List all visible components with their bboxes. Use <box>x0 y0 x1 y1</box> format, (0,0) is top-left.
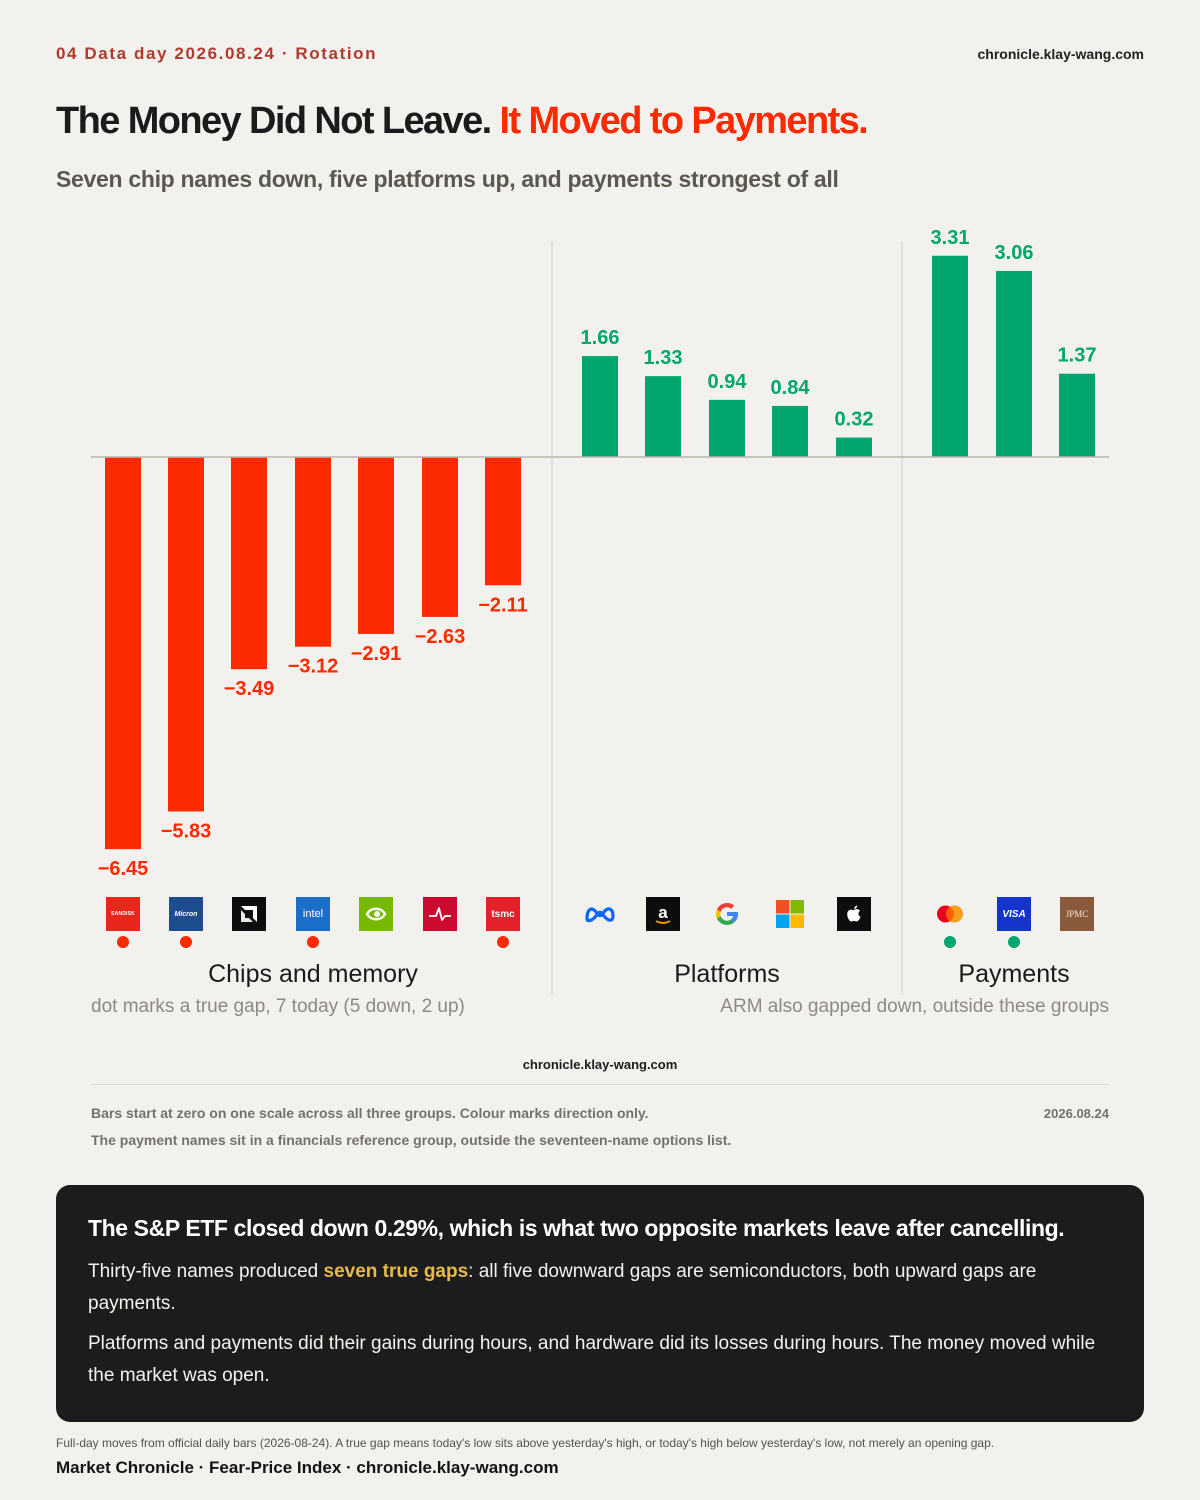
page-title: The Money Did Not Leave. It Moved to Pay… <box>56 100 869 143</box>
value-label-jpmc: 1.37 <box>1058 345 1097 367</box>
gap-dot-mastercard <box>944 936 956 948</box>
bar-micron <box>168 457 204 812</box>
bar-intel <box>295 457 331 647</box>
footnote-scale: Bars start at zero on one scale across a… <box>91 1105 649 1121</box>
bar-apple <box>836 437 872 457</box>
value-label-visa: 3.06 <box>995 242 1034 264</box>
visa-logo: VISA <box>997 897 1031 931</box>
value-label-apple: 0.32 <box>835 409 874 431</box>
bar-amd <box>231 457 267 670</box>
sandisk-logo: SANDISK <box>106 897 140 931</box>
apple-logo <box>837 897 871 931</box>
footnote-payments: The payment names sit in a financials re… <box>91 1132 732 1148</box>
intel-logo: intel <box>296 897 330 931</box>
gap-dot-visa <box>1008 936 1020 948</box>
value-label-nvidia: −2.91 <box>351 643 402 665</box>
callout-p1-end: : all five downward gaps are semiconduct… <box>88 1261 1037 1314</box>
google-logo <box>710 897 744 931</box>
gap-dot-micron <box>180 936 192 948</box>
footnote-date: 2026.08.24 <box>1043 1106 1109 1121</box>
value-label-amazon: 1.33 <box>644 347 683 369</box>
amazon-logo: a <box>646 897 680 931</box>
bar-broadcom <box>422 457 458 617</box>
value-label-amd: −3.49 <box>224 678 275 700</box>
title-part-1: The Money Did Not Leave. <box>56 100 492 142</box>
bar-mastercard <box>932 255 968 457</box>
callout-highlight: seven true gaps <box>323 1261 469 1282</box>
value-label-intel: −3.12 <box>288 656 339 678</box>
value-label-broadcom: −2.63 <box>415 626 466 648</box>
brand-footer: Market Chronicle · Fear-Price Index · ch… <box>56 1458 559 1477</box>
source-note: Full-day moves from official daily bars … <box>56 1436 995 1450</box>
title-part-2: It Moved to Payments. <box>499 100 869 142</box>
site-link-middle[interactable]: chronicle.klay-wang.com <box>522 1057 678 1072</box>
value-label-tsmc: −2.11 <box>478 594 528 616</box>
micron-logo: Micron <box>169 897 203 931</box>
bar-tsmc <box>485 457 521 586</box>
bar-amazon <box>645 376 681 457</box>
summary-callout: The S&P ETF closed down 0.29%, which is … <box>56 1185 1144 1422</box>
broadcom-logo <box>423 897 457 931</box>
bar-meta <box>582 356 618 457</box>
kicker: 04 Data day 2026.08.24 · Rotation <box>56 44 378 63</box>
divider <box>91 1084 1109 1085</box>
jpmc-logo: JPMC <box>1060 897 1094 931</box>
gap-note: dot marks a true gap, 7 today (5 down, 2… <box>91 996 465 1017</box>
callout-paragraph-1: Thirty-five names produced seven true ga… <box>88 1256 1112 1320</box>
subtitle: Seven chip names down, five platforms up… <box>56 166 839 192</box>
gap-dot-tsmc <box>497 936 509 948</box>
group-label-chips: Chips and memory <box>208 960 418 988</box>
site-link-top[interactable]: chronicle.klay-wang.com <box>977 46 1145 62</box>
bar-nvidia <box>358 457 394 634</box>
callout-paragraph-2: Platforms and payments did their gains d… <box>88 1333 1096 1386</box>
value-label-microsoft: 0.84 <box>771 377 811 399</box>
top-bar: 04 Data day 2026.08.24 · Rotation chroni… <box>56 44 1144 66</box>
bar-visa <box>996 270 1032 457</box>
value-label-mastercard: 3.31 <box>931 227 970 249</box>
mastercard-logo <box>933 897 967 931</box>
group-label-payments: Payments <box>958 960 1070 988</box>
bar-sandisk <box>105 457 141 850</box>
bar-jpmc <box>1059 373 1095 457</box>
value-label-meta: 1.66 <box>581 327 620 349</box>
bar-microsoft <box>772 405 808 457</box>
callout-headline: The S&P ETF closed down 0.29%, which is … <box>88 1215 1065 1241</box>
arm-note: ARM also gapped down, outside these grou… <box>720 996 1109 1017</box>
value-label-micron: −5.83 <box>161 820 212 842</box>
meta-logo <box>583 897 617 931</box>
value-label-sandisk: −6.45 <box>98 858 149 880</box>
nvidia-logo <box>359 897 393 931</box>
amd-logo <box>232 897 266 931</box>
bar-google <box>709 399 745 457</box>
microsoft-logo <box>773 897 807 931</box>
tsmc-logo: tsmc <box>486 897 520 931</box>
svg-text:a: a <box>658 903 668 922</box>
group-label-platforms: Platforms <box>674 960 780 988</box>
gap-dot-intel <box>307 936 319 948</box>
callout-p1-start: Thirty-five names produced <box>88 1261 324 1282</box>
value-label-google: 0.94 <box>708 371 748 393</box>
gap-dot-sandisk <box>117 936 129 948</box>
